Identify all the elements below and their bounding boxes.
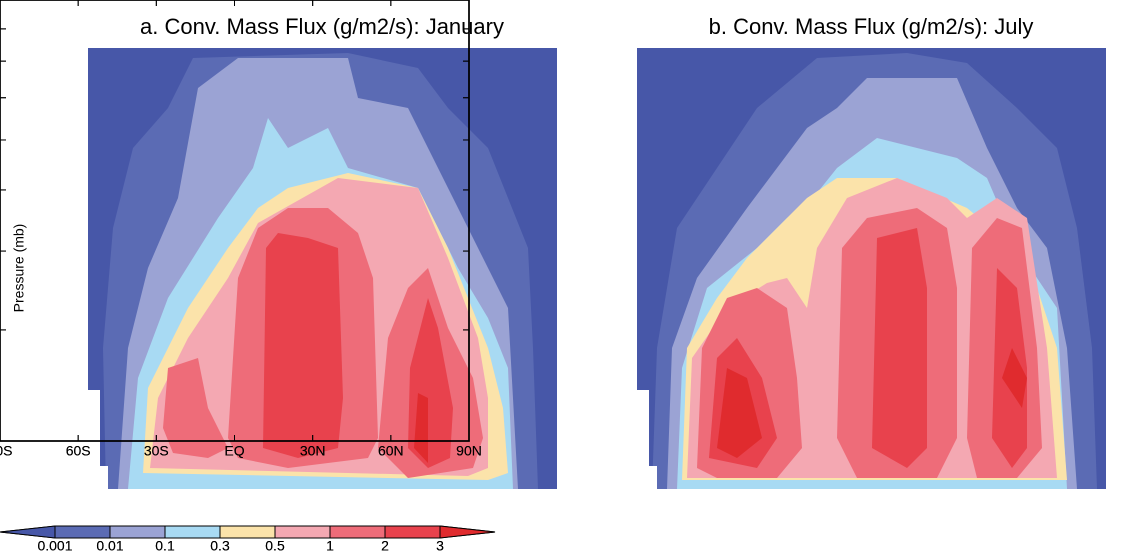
x-tick-label: 60S	[66, 443, 91, 459]
colorbar-label: 0.1	[155, 538, 175, 554]
x-tick-label: 60N	[378, 443, 404, 459]
x-tick-label: 60N	[378, 443, 404, 459]
colorbar-extend-low	[0, 525, 56, 539]
plot-area	[88, 48, 557, 489]
missing-data	[88, 390, 100, 489]
colorbar-box	[54, 525, 111, 539]
contour-fill	[263, 233, 343, 458]
plot-area	[637, 48, 1106, 489]
contour-fill	[163, 358, 228, 458]
x-tick-label: 90N	[456, 443, 482, 459]
x-tick-label: 30S	[144, 443, 169, 459]
colorbar-label: 3	[436, 538, 444, 554]
x-tick-label: 90S	[0, 443, 12, 459]
colorbar-label: 0.1	[155, 538, 175, 554]
x-tick-label: 90S	[0, 443, 12, 459]
colorbar-label: 0.3	[210, 538, 230, 554]
colorbar-label: 1	[326, 538, 334, 554]
x-tick-label: EQ	[224, 443, 244, 459]
chart-title: a. Conv. Mass Flux (g/m2/s): January	[140, 14, 504, 39]
x-tick-label: 30S	[144, 443, 169, 459]
contour-fill	[872, 228, 927, 468]
colorbar-label: 3	[436, 538, 444, 554]
contour-fill	[717, 368, 762, 458]
colorbar-label: 1	[326, 538, 334, 554]
missing-data	[637, 390, 649, 489]
x-tick-label: 30N	[300, 443, 326, 459]
panel: a. Conv. Mass Flux (g/m2/s): January Pre…	[0, 0, 557, 554]
colorbar-extend-high	[439, 525, 496, 539]
colorbar-box	[164, 525, 221, 539]
colorbar-label: 0.001	[37, 538, 72, 554]
y-axis-label: Pressure (mb)	[11, 224, 27, 313]
colorbar-box	[219, 525, 276, 539]
colorbar-label: 0.01	[96, 538, 123, 554]
x-tick-label: 30N	[300, 443, 326, 459]
colorbar-label: 2	[381, 538, 389, 554]
x-tick-label: EQ	[224, 443, 244, 459]
missing-data	[649, 466, 657, 489]
colorbar-box	[329, 525, 386, 539]
colorbar-label: 0.001	[37, 538, 72, 554]
x-tick-label: 60S	[66, 443, 91, 459]
colorbar-label: 0.5	[265, 538, 285, 554]
missing-data	[100, 466, 108, 489]
x-tick-label: 90N	[456, 443, 482, 459]
colorbar-label: 0.5	[265, 538, 285, 554]
colorbar-box	[109, 525, 166, 539]
colorbar-box	[384, 525, 441, 539]
contour-fill	[1002, 348, 1027, 408]
chart-title: b. Conv. Mass Flux (g/m2/s): July	[709, 14, 1034, 39]
colorbar-label: 0.01	[96, 538, 123, 554]
colorbar-label: 2	[381, 538, 389, 554]
colorbar-box	[274, 525, 331, 539]
colorbar-label: 0.3	[210, 538, 230, 554]
contour-fill	[414, 393, 428, 463]
